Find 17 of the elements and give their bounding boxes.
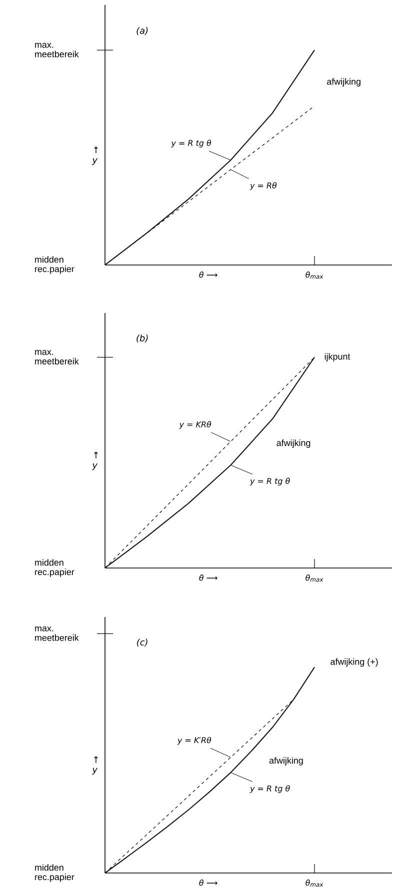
chart-title: (c) <box>137 638 148 647</box>
annotation: afwijking <box>276 439 310 448</box>
chart-title: (a) <box>136 26 148 35</box>
annotation: afwijking <box>327 78 360 87</box>
text: max. meetbereik <box>35 350 79 364</box>
text: midden rec.papier <box>35 256 74 274</box>
text: midden rec.papier <box>35 559 74 577</box>
annotation: ijkpunt <box>324 353 350 362</box>
text: midden rec.papier <box>35 864 74 882</box>
text: afwijking (+) <box>330 658 378 667</box>
y-axis-title: ↑ y <box>92 756 98 775</box>
chart-title: (b) <box>136 334 148 342</box>
text: max. meetbereik <box>35 42 79 58</box>
y-axis-title: ↑ y <box>92 146 98 165</box>
text: max. meetbereik <box>35 626 79 641</box>
y-axis-title: ↑ y <box>92 452 98 470</box>
annotation: afwijking <box>269 757 303 766</box>
